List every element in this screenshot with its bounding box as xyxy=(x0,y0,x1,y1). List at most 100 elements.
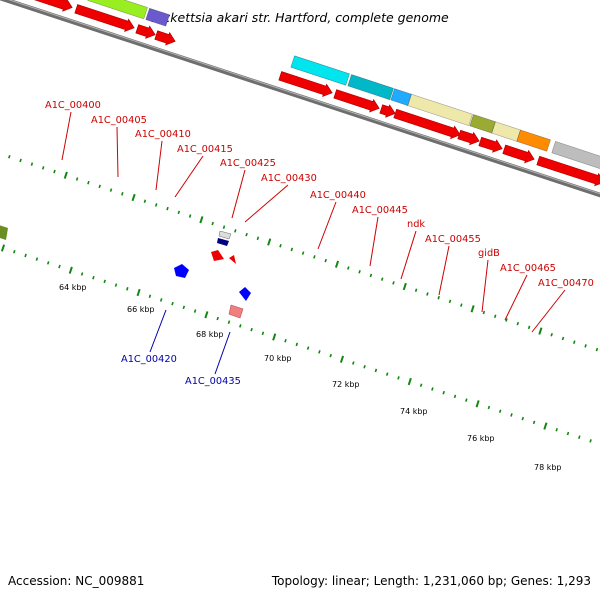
gene-label-A1C_00425[interactable]: A1C_00425 xyxy=(220,158,276,169)
forward-cds-arrow[interactable] xyxy=(333,89,380,113)
forward-cds-arrow[interactable] xyxy=(74,4,135,32)
forward-cds-arrow[interactable] xyxy=(229,255,236,264)
gene-label-gidB[interactable]: gidB xyxy=(478,248,500,259)
top-track-minor-tick xyxy=(30,162,34,166)
cog-feature-block[interactable] xyxy=(491,121,521,142)
accession-label: Accession: NC_009881 xyxy=(8,574,145,588)
forward-cds-arrow[interactable] xyxy=(31,0,73,12)
cog-feature-block[interactable] xyxy=(407,93,473,126)
top-track-minor-tick xyxy=(222,225,226,229)
reverse-cds-A1C_00435[interactable] xyxy=(239,287,251,301)
gene-label-A1C_00445[interactable]: A1C_00445 xyxy=(352,205,408,216)
gene-label-A1C_00430[interactable]: A1C_00430 xyxy=(261,173,317,184)
gene-label-A1C_00420[interactable]: A1C_00420 xyxy=(121,354,177,365)
top-track-minor-tick xyxy=(109,188,113,192)
cog-feature-block[interactable] xyxy=(290,55,350,86)
top-track-minor-tick xyxy=(87,180,90,185)
leader-line-ndk xyxy=(400,230,417,280)
gene-labels-forward: A1C_00400 A1C_00405 A1C_00410 A1C_00415 … xyxy=(45,100,594,289)
gene-label-A1C_00415[interactable]: A1C_00415 xyxy=(177,144,233,155)
bottom-track-minor-tick xyxy=(329,353,332,358)
top-track-minor-tick xyxy=(482,310,486,315)
bottom-track-minor-tick xyxy=(397,376,400,380)
bottom-track-minor-tick xyxy=(182,305,186,310)
bottom-track-minor-tick xyxy=(498,409,502,414)
cog-feature-block[interactable] xyxy=(0,224,8,240)
cog-feature-block[interactable] xyxy=(469,114,496,134)
forward-cds-arrow[interactable] xyxy=(379,104,396,118)
bottom-track-minor-tick xyxy=(35,257,39,261)
top-track-minor-tick xyxy=(8,154,11,159)
bottom-track-minor-tick xyxy=(589,439,592,443)
bottom-track-minor-tick xyxy=(261,331,265,336)
cog-feature-block[interactable] xyxy=(551,141,600,173)
axis-label-66kbp: 66 kbp xyxy=(127,305,155,314)
bottom-track-minor-tick xyxy=(566,431,570,436)
top-track-major-tick xyxy=(470,305,475,313)
gene-label-A1C_00465[interactable]: A1C_00465 xyxy=(500,263,556,274)
forward-cds-arrow[interactable] xyxy=(211,250,224,261)
forward-cds-arrow[interactable] xyxy=(457,129,480,146)
gene-label-A1C_00410[interactable]: A1C_00410 xyxy=(135,129,191,140)
bottom-track-minor-tick xyxy=(284,338,287,343)
forward-cds-arrow[interactable] xyxy=(135,24,156,39)
cog-feature-block[interactable] xyxy=(217,238,229,246)
forward-cds-arrow[interactable] xyxy=(154,30,176,46)
gene-label-A1C_00455[interactable]: A1C_00455 xyxy=(425,234,481,245)
gene-label-A1C_00405[interactable]: A1C_00405 xyxy=(91,115,147,126)
forward-cds-arrow[interactable] xyxy=(502,144,535,164)
bottom-track-minor-tick xyxy=(58,264,61,269)
forward-cds-arrow[interactable] xyxy=(478,136,503,153)
cog-feature-block[interactable] xyxy=(218,230,232,240)
reverse-cds-A1C_00420[interactable] xyxy=(174,264,189,278)
cog-feature-block[interactable] xyxy=(145,7,170,27)
forward-cds-arrow[interactable] xyxy=(393,108,461,140)
leader-line-A1C_00440 xyxy=(317,201,337,250)
leader-line-gidB xyxy=(481,259,489,313)
bottom-track-minor-tick xyxy=(148,294,152,298)
leader-line-A1C_00435 xyxy=(214,331,231,375)
top-track-minor-tick xyxy=(313,255,316,259)
top-track-minor-tick xyxy=(369,273,373,278)
cog-feature-block[interactable] xyxy=(347,74,394,101)
bottom-track-minor-tick xyxy=(521,416,525,421)
top-track-minor-tick xyxy=(53,169,56,174)
top-track-minor-tick xyxy=(550,333,553,337)
gene-label-A1C_00435[interactable]: A1C_00435 xyxy=(185,376,241,387)
top-track-major-tick xyxy=(199,216,204,224)
bottom-tick-track xyxy=(0,244,592,443)
gene-label-A1C_00470[interactable]: A1C_00470 xyxy=(538,278,594,289)
leader-line-A1C_00455 xyxy=(438,245,450,296)
reverse-feature-block[interactable] xyxy=(228,304,244,319)
top-track-major-tick xyxy=(267,238,272,246)
bottom-track-major-tick xyxy=(407,377,412,386)
gene-label-A1C_00440[interactable]: A1C_00440 xyxy=(310,190,366,201)
axis-label-64kbp: 64 kbp xyxy=(59,283,87,292)
top-track-major-tick xyxy=(402,282,407,291)
cog-feature-block[interactable] xyxy=(516,129,551,152)
bottom-track-minor-tick xyxy=(431,387,434,391)
leader-line-A1C_00400 xyxy=(61,111,72,161)
top-track-minor-tick xyxy=(380,277,384,281)
bottom-track-minor-tick xyxy=(126,287,129,291)
bottom-track-minor-tick xyxy=(295,342,299,347)
cog-features xyxy=(0,0,600,246)
leader-line-A1C_00430 xyxy=(244,184,289,223)
bottom-track-minor-tick xyxy=(510,413,513,417)
top-track-minor-tick xyxy=(245,232,248,237)
gene-label-ndk[interactable]: ndk xyxy=(407,219,425,230)
top-track-minor-tick xyxy=(324,258,327,263)
forward-cds-arrow[interactable] xyxy=(278,71,333,97)
bottom-track-minor-tick xyxy=(239,324,242,328)
bottom-track-major-tick xyxy=(68,266,73,274)
top-track-minor-tick xyxy=(154,203,158,207)
cog-feature-block[interactable] xyxy=(87,0,148,20)
top-track-major-tick xyxy=(334,260,340,268)
top-track-minor-tick xyxy=(392,281,395,285)
forward-cds-arrow[interactable] xyxy=(536,155,600,187)
bottom-track-minor-tick xyxy=(532,420,536,425)
top-track-minor-tick xyxy=(166,206,169,211)
bottom-track-minor-tick xyxy=(80,272,84,276)
gene-label-A1C_00400[interactable]: A1C_00400 xyxy=(45,100,101,111)
